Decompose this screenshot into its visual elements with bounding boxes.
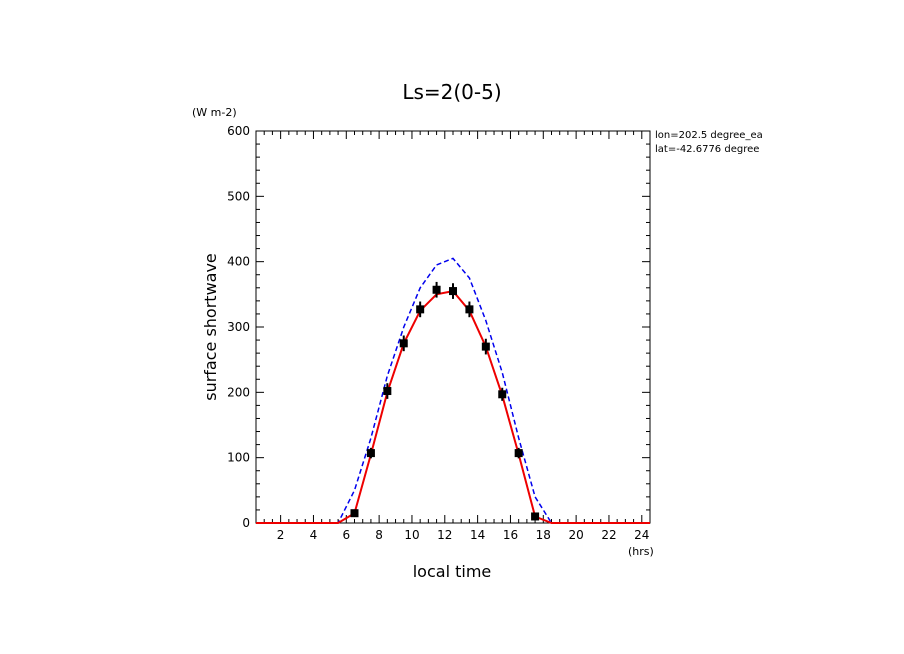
y-tick-label: 0 xyxy=(242,516,250,530)
x-tick-label: 6 xyxy=(342,528,350,542)
data-marker xyxy=(383,387,392,396)
y-tick-label: 400 xyxy=(227,255,250,269)
x-tick-label: 12 xyxy=(437,528,452,542)
y-tick-label: 500 xyxy=(227,189,250,203)
y-tick-label: 100 xyxy=(227,451,250,465)
data-marker xyxy=(350,509,359,518)
x-tick-label: 8 xyxy=(375,528,383,542)
data-marker xyxy=(531,512,540,521)
data-marker xyxy=(366,449,375,458)
y-axis-label: surface shortwave xyxy=(201,253,220,401)
data-marker xyxy=(432,285,441,294)
info-lon: lon=202.5 degree_ea xyxy=(655,130,763,141)
x-axis-label: local time xyxy=(413,562,492,581)
info-lat: lat=-42.6776 degree xyxy=(655,144,759,155)
data-marker xyxy=(449,287,457,296)
x-tick-label: 22 xyxy=(601,528,616,542)
data-marker xyxy=(481,342,490,351)
x-tick-label: 24 xyxy=(634,528,649,542)
data-marker xyxy=(416,305,425,314)
x-unit: (hrs) xyxy=(628,545,654,558)
x-tick-label: 2 xyxy=(277,528,285,542)
chart-title: Ls=2(0-5) xyxy=(402,80,501,104)
x-tick-label: 18 xyxy=(536,528,551,542)
y-tick-label: 600 xyxy=(227,124,250,138)
y-unit: (W m-2) xyxy=(192,106,237,119)
data-marker xyxy=(498,390,507,399)
x-tick-label: 4 xyxy=(310,528,318,542)
plot-frame xyxy=(255,130,651,524)
data-marker xyxy=(465,305,474,314)
y-tick-label: 300 xyxy=(227,320,250,334)
data-marker xyxy=(399,339,408,348)
x-tick-label: 16 xyxy=(503,528,518,542)
data-marker xyxy=(514,449,523,458)
x-tick-label: 20 xyxy=(568,528,583,542)
x-tick-label: 10 xyxy=(404,528,419,542)
x-tick-label: 14 xyxy=(470,528,485,542)
y-tick-label: 200 xyxy=(227,385,250,399)
series-line-solid xyxy=(256,290,650,524)
